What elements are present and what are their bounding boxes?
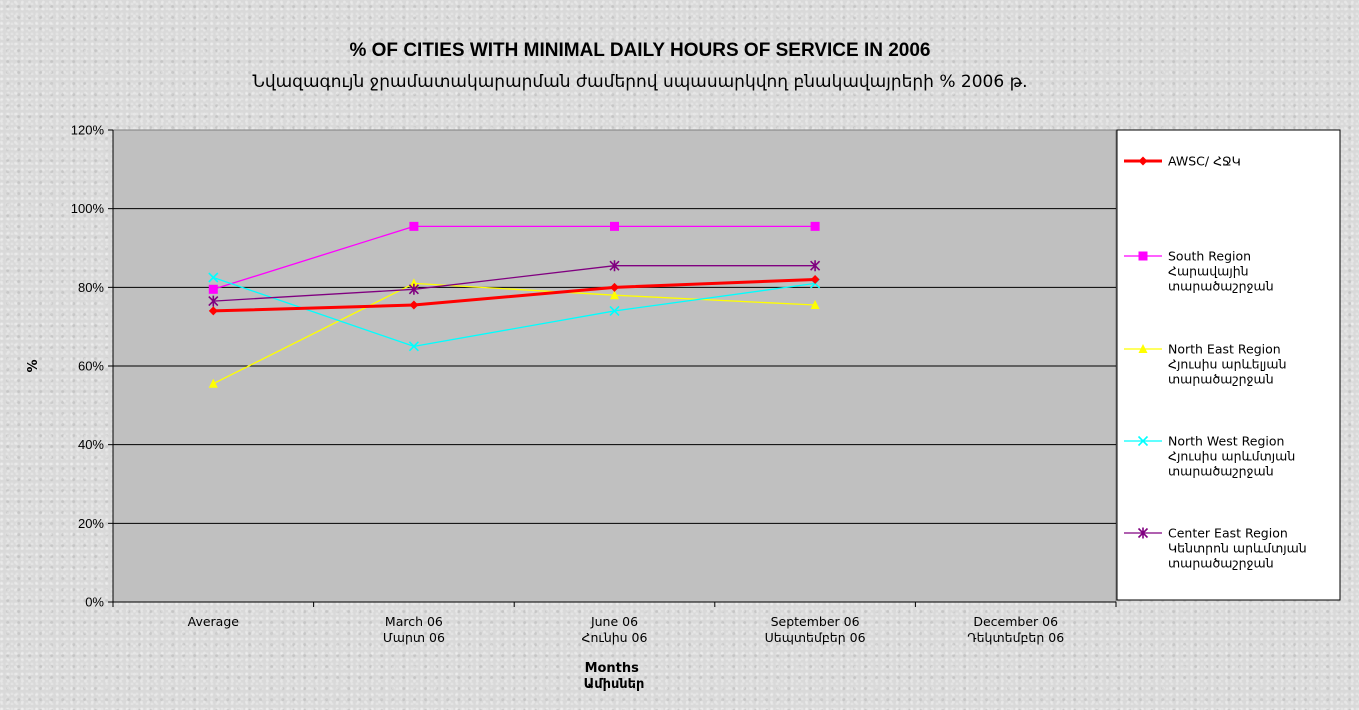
x-tick-label-line: Average	[188, 614, 240, 629]
data-point	[409, 278, 419, 288]
x-axis: Average March 06 Մարտ 06 June 06 Հունիս 06 Se…	[112, 601, 1117, 645]
data-point	[610, 290, 619, 300]
legend-label-line: Հյուսիս արևմտյան	[1168, 449, 1295, 464]
data-point	[1138, 156, 1148, 166]
chart-subtitle: Նվազագույն ջրամատակարարման ժամերով սպասա…	[252, 72, 1027, 92]
legend-label: South Region Հարավային տարածաշրջան	[1168, 249, 1274, 294]
y-tick-label: 60%	[78, 359, 104, 374]
legend-item: South Region Հարավային տարածաշրջան	[1124, 249, 1274, 294]
data-point	[208, 378, 218, 388]
series-line	[213, 282, 816, 385]
data-point	[408, 341, 419, 352]
y-tick-label: 80%	[78, 280, 104, 295]
series-line	[213, 277, 816, 313]
legend-item: AWSC/ ՀՋԿ	[1124, 154, 1241, 169]
series-line	[213, 276, 816, 347]
y-axis: 0% 20% 40% 60% 80% 100% 120%	[71, 123, 114, 610]
legend-label-line: տարածաշրջան	[1168, 279, 1274, 294]
x-tick-label-line: Սեպտեմբեր 06	[765, 630, 866, 645]
x-axis-title: Months Ամիսներ	[584, 661, 645, 692]
legend-label-line: տարածաշրջան	[1168, 372, 1274, 387]
legend-label: North West Region Հյուսիս արևմտյան տարածաշ…	[1168, 434, 1295, 479]
data-point	[208, 272, 219, 283]
x-tick-label-line: December 06	[973, 614, 1058, 629]
legend-item: North East Region Հյուսիս արևելյան տարածաշ…	[1124, 342, 1287, 387]
chart-title: % OF CITIES WITH MINIMAL DAILY HOURS OF …	[349, 40, 930, 61]
data-point	[1138, 251, 1148, 261]
legend-label-line: AWSC/ ՀՋԿ	[1168, 154, 1241, 169]
x-tick-label-line: Դեկտեմբեր 06	[967, 630, 1064, 645]
legend-label-line: Կենտրոն արևմտյան	[1168, 541, 1307, 556]
legend-item: Center East Region Կենտրոն արևմտյան տարածա…	[1124, 526, 1307, 571]
x-tick-label-line: Մարտ 06	[383, 630, 445, 645]
series	[208, 278, 820, 388]
legend-label: North East Region Հյուսիս արևելյան տարածաշ…	[1168, 342, 1287, 387]
data-point	[208, 284, 218, 294]
x-tick-label-line: June 06	[590, 614, 638, 629]
series-line	[213, 225, 816, 290]
legend-label-line: North East Region	[1168, 342, 1281, 357]
legend-label: Center East Region Կենտրոն արևմտյան տարածա…	[1168, 526, 1307, 571]
legend-label-line: Հյուսիս արևելյան	[1168, 357, 1287, 372]
series-line	[213, 265, 816, 302]
legend-label-line: տարածաշրջան	[1168, 464, 1274, 479]
y-tick-label: 20%	[78, 516, 104, 531]
data-point	[810, 300, 820, 310]
series-group	[208, 221, 821, 388]
y-tick-label: 0%	[85, 595, 104, 610]
legend-label-line: North West Region	[1168, 434, 1284, 449]
x-tick-label: June 06 Հունիս 06	[582, 614, 648, 645]
y-tick-label: 40%	[78, 437, 104, 452]
data-point	[810, 260, 821, 272]
legend-item: North West Region Հյուսիս արևմտյան տարածաշ…	[1124, 434, 1295, 479]
data-point	[208, 306, 218, 316]
legend-label: AWSC/ ՀՋԿ	[1168, 154, 1241, 169]
data-point	[610, 282, 619, 292]
x-axis-title-line-2: Ամիսներ	[584, 677, 645, 692]
series	[208, 221, 820, 294]
x-tick-label: Average	[188, 614, 240, 629]
data-point	[409, 300, 419, 310]
legend-label-line: Center East Region	[1168, 526, 1288, 541]
series	[208, 274, 820, 316]
series	[208, 260, 821, 307]
data-point	[408, 283, 419, 295]
data-point	[208, 295, 219, 307]
data-point	[810, 221, 820, 231]
gridlines	[113, 208, 1116, 524]
y-axis-title: %	[26, 359, 41, 372]
legend-label-line: South Region	[1168, 249, 1251, 264]
data-point	[409, 221, 419, 231]
data-point	[609, 260, 620, 272]
x-tick-label-line: March 06	[385, 614, 443, 629]
legend-box	[1116, 129, 1341, 601]
data-point	[1138, 344, 1148, 353]
x-axis-title-line-1: Months	[585, 661, 640, 676]
legend-label-line: Հարավային	[1168, 264, 1249, 279]
y-tick-label: 100%	[71, 201, 105, 216]
data-point	[609, 305, 620, 316]
legend-label-line: տարածաշրջան	[1168, 556, 1274, 571]
data-point	[610, 221, 619, 231]
x-tick-label: March 06 Մարտ 06	[383, 614, 445, 645]
data-point	[1137, 527, 1149, 539]
y-tick-label: 120%	[71, 123, 105, 138]
data-point	[810, 274, 820, 284]
x-tick-label-line: September 06	[771, 614, 860, 629]
x-tick-label: December 06 Դեկտեմբեր 06	[967, 614, 1064, 645]
data-point	[1137, 435, 1149, 447]
x-tick-label-line: Հունիս 06	[582, 630, 648, 645]
x-tick-label: September 06 Սեպտեմբեր 06	[765, 614, 866, 645]
